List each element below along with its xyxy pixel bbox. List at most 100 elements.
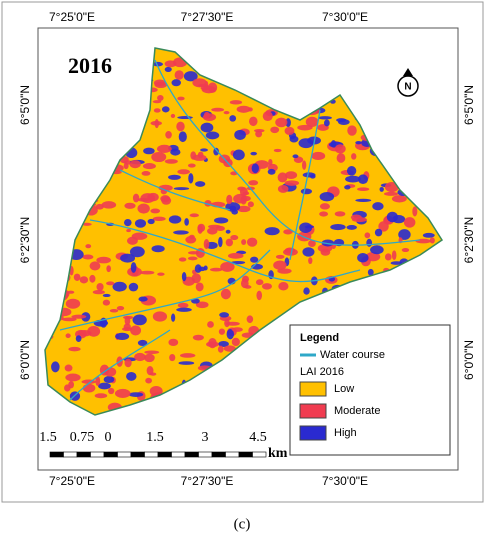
lai-patch — [174, 70, 184, 80]
lai-patch — [391, 195, 407, 203]
lai-patch — [225, 202, 241, 212]
lai-patch — [103, 376, 115, 383]
legend: Legend Water course LAI 2016 Low Moderate… — [289, 324, 451, 456]
lai-patch — [188, 173, 194, 184]
lai-patch — [302, 172, 316, 178]
top-coord: 7°25'0"E — [49, 10, 95, 24]
lai-patch — [374, 228, 383, 237]
lai-patch — [345, 175, 361, 183]
lai-patch — [177, 96, 185, 101]
lai-patch — [150, 208, 161, 214]
lai-patch — [285, 118, 291, 128]
lai-patch — [64, 384, 71, 392]
lai-patch — [330, 140, 337, 148]
lai-patch — [144, 353, 155, 363]
lai-patch — [71, 314, 87, 319]
scale-segment — [238, 451, 253, 458]
lai-patch — [51, 361, 60, 373]
lai-patch — [277, 185, 289, 193]
scale-label: 4.5 — [249, 430, 267, 445]
lai-patch — [256, 290, 263, 301]
scale-segment — [144, 451, 159, 458]
lai-patch — [308, 257, 313, 265]
lai-patch — [231, 337, 240, 347]
lai-patch — [147, 192, 159, 202]
lai-patch — [220, 261, 235, 272]
lai-patch — [89, 261, 101, 271]
lai-patch — [183, 71, 198, 82]
lai-patch — [177, 302, 189, 309]
lai-patch — [126, 236, 138, 245]
lai-patch — [213, 217, 229, 224]
lai-patch — [284, 126, 295, 136]
lai-patch — [246, 237, 258, 247]
lai-patch — [230, 235, 239, 241]
lai-patch — [344, 185, 351, 190]
lai-patch — [192, 154, 207, 161]
lai-patch — [149, 372, 157, 376]
lai-patch — [164, 159, 178, 164]
lai-patch — [152, 311, 168, 322]
scale-unit: km — [268, 446, 288, 461]
lai-patch — [114, 388, 131, 398]
scale-label: 0.75 — [70, 430, 95, 445]
lai-patch — [298, 138, 314, 149]
lai-patch — [192, 78, 207, 88]
lai-patch — [168, 174, 181, 180]
lai-patch — [126, 229, 131, 233]
north-label: N — [404, 82, 411, 93]
lai-patch — [128, 282, 139, 292]
scale-segment — [211, 451, 226, 458]
lai-patch — [82, 383, 96, 393]
lai-patch — [225, 229, 231, 234]
lai-patch — [94, 393, 108, 399]
lai-patch — [334, 211, 346, 217]
lai-patch — [308, 239, 316, 247]
lai-patch — [65, 298, 81, 309]
lai-patch — [173, 187, 190, 191]
scale-segment — [103, 451, 118, 458]
lai-patch — [145, 377, 152, 384]
lai-patch — [278, 281, 289, 291]
lai-patch — [273, 148, 282, 153]
lai-patch — [379, 186, 384, 192]
lai-patch — [138, 296, 148, 302]
lai-patch — [225, 321, 240, 326]
lai-patch — [203, 111, 210, 119]
lai-patch — [248, 180, 259, 186]
lai-patch — [164, 60, 177, 68]
lai-patch — [386, 211, 398, 223]
lai-patch — [115, 332, 130, 341]
lai-patch — [189, 213, 199, 218]
lai-patch — [231, 327, 243, 332]
lai-patch — [223, 110, 230, 115]
lai-patch — [233, 193, 247, 204]
lai-patch — [123, 323, 131, 330]
lai-patch — [64, 364, 73, 372]
lai-patch — [241, 239, 247, 245]
lai-patch — [412, 206, 418, 217]
lai-patch — [242, 191, 250, 196]
bottom-coord: 7°27'30"E — [181, 474, 234, 488]
lai-patch — [429, 237, 435, 244]
lai-patch — [300, 188, 313, 195]
lai-patch — [293, 156, 304, 163]
lai-patch — [351, 217, 367, 223]
lai-patch — [218, 328, 226, 335]
lai-patch — [251, 163, 259, 174]
scale-label: 0 — [105, 430, 112, 445]
scale-segment — [184, 451, 199, 458]
class-swatch — [299, 425, 327, 441]
lai-patch — [422, 232, 435, 238]
scale-segment — [171, 451, 186, 458]
lai-patch — [132, 314, 147, 326]
lai-patch — [116, 305, 125, 311]
lai-patch — [195, 282, 204, 292]
lai-patch — [161, 196, 172, 205]
lai-patch — [129, 160, 141, 169]
lai-patch — [165, 130, 172, 139]
lai-patch — [137, 339, 148, 347]
lai-patch — [305, 116, 319, 127]
lai-patch — [134, 352, 146, 362]
lai-patch — [268, 158, 273, 166]
